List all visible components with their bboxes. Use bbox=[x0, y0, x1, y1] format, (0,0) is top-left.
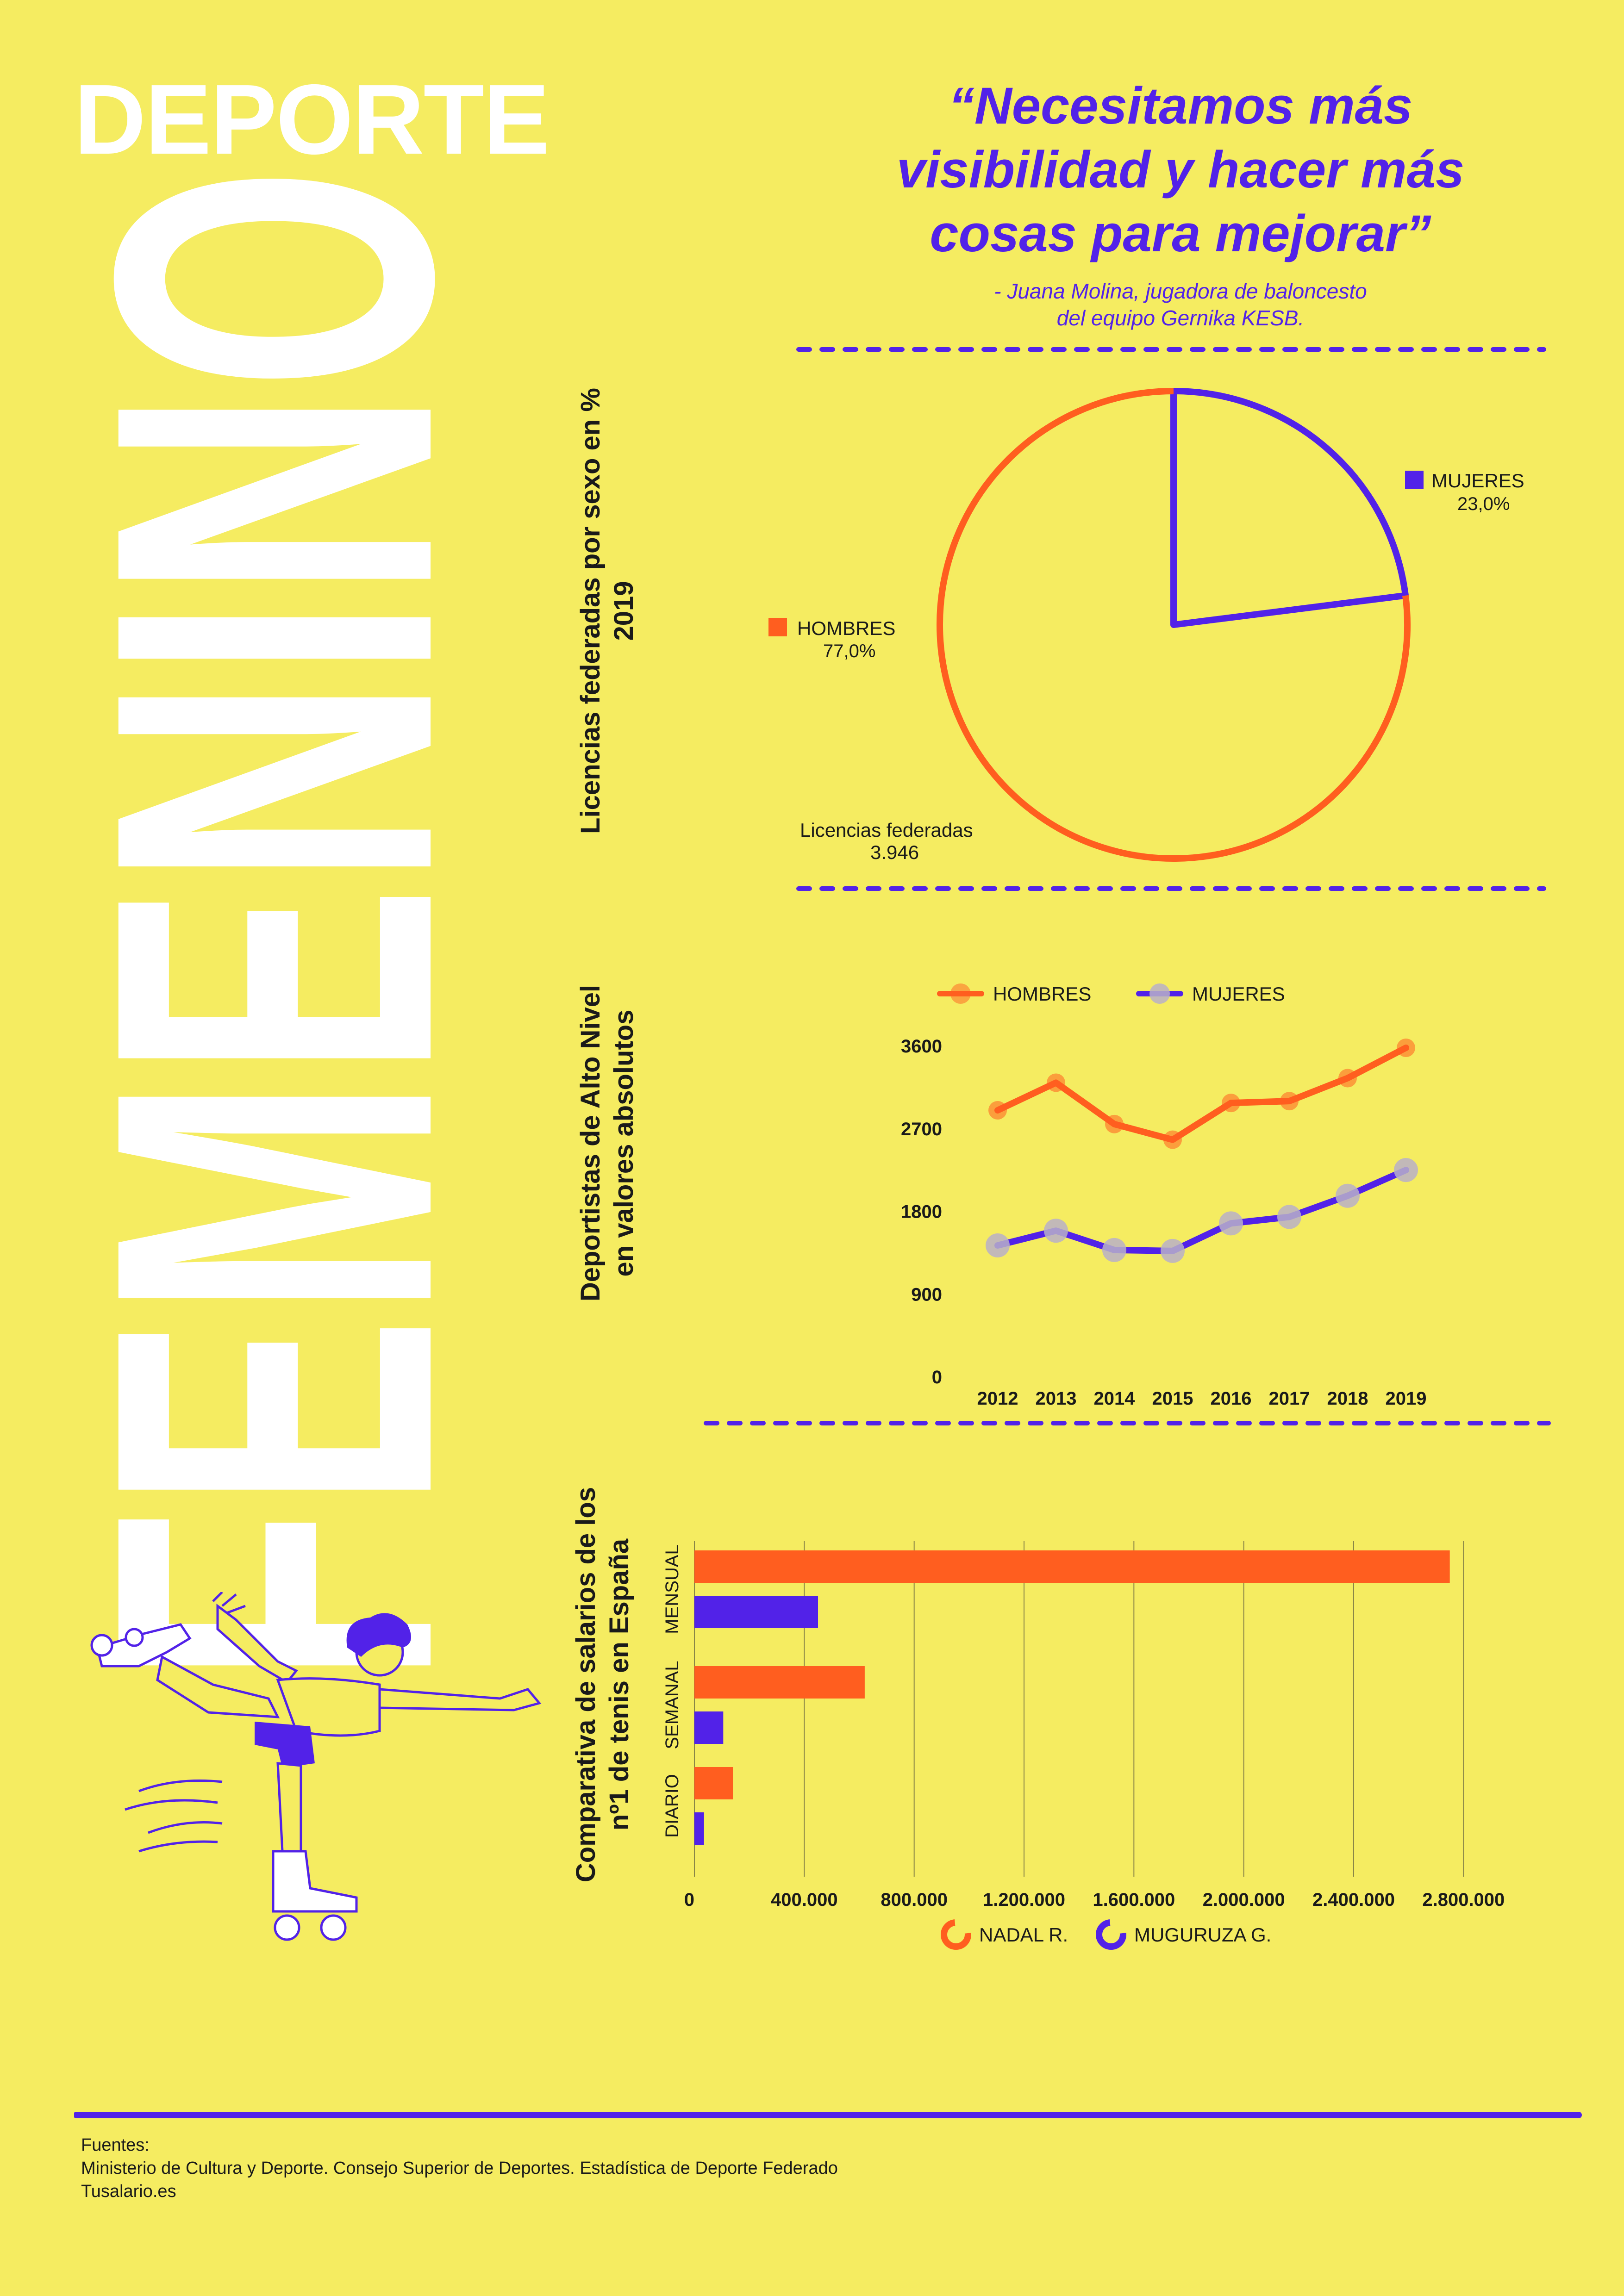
data-point-mujeres bbox=[1102, 1238, 1126, 1262]
bar-muguruzag-semanal bbox=[694, 1711, 724, 1744]
x-tick-label: 1.600.000 bbox=[1093, 1890, 1175, 1910]
bar-muguruzag-diario bbox=[694, 1812, 704, 1845]
category-label: SEMANAL bbox=[662, 1661, 682, 1749]
data-point-mujeres bbox=[1044, 1219, 1068, 1243]
pie-slice-mujeres bbox=[1170, 388, 1409, 628]
title-deporte: DEPORTE bbox=[74, 63, 550, 175]
line-chart: 0 900 1800 2700 3600 2012 2013 2014 2015 2016 2017… bbox=[901, 983, 1427, 1409]
legend-marker-mujeres bbox=[1149, 983, 1170, 1004]
pie-title-line2: 2019 bbox=[609, 581, 639, 641]
y-tick-label: 1800 bbox=[901, 1202, 942, 1222]
title-femenino: FEMENINO bbox=[69, 167, 440, 1685]
x-tick-label: 2018 bbox=[1327, 1388, 1368, 1409]
footer-divider bbox=[74, 2112, 1582, 2118]
sources-title: Fuentes: bbox=[81, 2135, 150, 2155]
roller-skater-illustration bbox=[90, 1592, 542, 1941]
pie-value-mujeres: 23,0% bbox=[1457, 494, 1510, 514]
data-point-mujeres bbox=[1336, 1183, 1360, 1208]
bar-chart: 0 400.000 800.000 1.200.000 1.600.000 2.000.0… bbox=[662, 1541, 1505, 1950]
bar-muguruzag-mensual bbox=[694, 1596, 818, 1628]
quote-author: - Juana Molina, jugadora de baloncesto d… bbox=[940, 278, 1421, 331]
pie-title-line1: Licencias federadas por sexo en % bbox=[575, 388, 606, 834]
x-tick-label: 1.200.000 bbox=[983, 1890, 1065, 1910]
legend-label-mujeres: MUJERES bbox=[1192, 983, 1285, 1005]
data-point-hombres bbox=[1047, 1073, 1065, 1092]
x-tick-label: 2019 bbox=[1386, 1388, 1427, 1409]
title-femenino-container: FEMENINO bbox=[20, 167, 527, 1685]
data-point-hombres bbox=[1338, 1069, 1357, 1088]
quote: “Necesitamos más visibilidad y hacer más… bbox=[896, 77, 1465, 262]
bar-title-line2: nº1 de tenis en España bbox=[604, 1538, 634, 1831]
quote-author-line1: - Juana Molina, jugadora de baloncesto bbox=[994, 279, 1367, 303]
x-tick-label: 2017 bbox=[1269, 1388, 1310, 1409]
x-tick-label: 2016 bbox=[1211, 1388, 1252, 1409]
x-tick-label: 400.000 bbox=[771, 1890, 838, 1910]
bar-title-line1: Comparativa de salarios de los bbox=[571, 1487, 601, 1883]
divider-2 bbox=[796, 886, 1546, 891]
quote-author-line2: del equipo Gernika KESB. bbox=[1056, 306, 1305, 330]
source-line-2: Tusalario.es bbox=[81, 2182, 176, 2201]
line-title-line2: en valores absolutos bbox=[609, 1009, 639, 1277]
pie-label-mujeres: MUJERES bbox=[1431, 470, 1524, 492]
pie-total-label: Licencias federadas bbox=[800, 819, 973, 841]
category-label: MENSUAL bbox=[662, 1544, 682, 1634]
pie-chart-title: Licencias federadas por sexo en % 2019 bbox=[574, 380, 641, 842]
y-tick-label: 0 bbox=[932, 1367, 942, 1388]
x-tick-label: 800.000 bbox=[881, 1890, 948, 1910]
data-point-mujeres bbox=[1219, 1211, 1243, 1236]
bar-nadalr-mensual bbox=[694, 1550, 1450, 1583]
x-tick-label: 0 bbox=[684, 1890, 694, 1910]
source-line-1: Ministerio de Cultura y Deporte. Consejo… bbox=[81, 2159, 838, 2178]
x-tick-label: 2.000.000 bbox=[1203, 1890, 1285, 1910]
divider-3 bbox=[704, 1421, 1551, 1425]
bar-chart-title: Comparativa de salarios de los nº1 de te… bbox=[569, 1476, 636, 1893]
data-point-mujeres bbox=[1394, 1158, 1418, 1182]
legend-label-hombres: HOMBRES bbox=[993, 983, 1091, 1005]
y-tick-label: 900 bbox=[911, 1284, 942, 1305]
bar-nadalr-diario bbox=[694, 1767, 733, 1799]
series-line-hombres bbox=[994, 1044, 1409, 1143]
pie-total-value: 3.946 bbox=[870, 841, 919, 863]
data-point-mujeres bbox=[1161, 1238, 1185, 1263]
x-tick-label: 2013 bbox=[1036, 1388, 1077, 1409]
legend-label-nadalr: NADAL R. bbox=[979, 1924, 1068, 1946]
bar-nadalr-semanal bbox=[694, 1666, 865, 1699]
x-tick-label: 2014 bbox=[1094, 1388, 1136, 1409]
legend-swatch-hombres bbox=[768, 618, 787, 636]
x-tick-label: 2015 bbox=[1152, 1388, 1193, 1409]
data-point-hombres bbox=[1163, 1130, 1182, 1149]
line-chart-title: Deportistas de Alto Nivel en valores abs… bbox=[574, 977, 641, 1310]
x-tick-label: 2.800.000 bbox=[1422, 1890, 1505, 1910]
y-tick-label: 3600 bbox=[901, 1036, 942, 1057]
x-tick-label: 2.400.000 bbox=[1312, 1890, 1395, 1910]
data-point-hombres bbox=[1105, 1114, 1124, 1133]
pie-label-hombres: HOMBRES bbox=[797, 617, 895, 639]
data-point-hombres bbox=[1222, 1094, 1240, 1113]
x-tick-label: 2012 bbox=[977, 1388, 1018, 1409]
y-tick-label: 2700 bbox=[901, 1119, 942, 1139]
legend-label-muguruzag: MUGURUZA G. bbox=[1134, 1924, 1271, 1946]
data-point-mujeres bbox=[986, 1233, 1010, 1257]
legend-marker-muguruzag bbox=[1096, 1919, 1126, 1950]
data-point-hombres bbox=[988, 1101, 1007, 1120]
legend-marker-nadalr bbox=[941, 1919, 971, 1950]
data-point-mujeres bbox=[1277, 1205, 1301, 1229]
title-femenino-svg: FEMENINO bbox=[20, 167, 527, 1685]
footer-sources: Fuentes: Ministerio de Cultura y Deporte… bbox=[81, 2134, 838, 2203]
data-point-hombres bbox=[1397, 1038, 1415, 1057]
data-point-hombres bbox=[1280, 1092, 1299, 1111]
category-label: DIARIO bbox=[662, 1774, 682, 1838]
pie-value-hombres: 77,0% bbox=[823, 641, 875, 661]
pie-slice-hombres bbox=[937, 388, 1411, 862]
legend-swatch-mujeres bbox=[1405, 471, 1424, 489]
divider-1 bbox=[796, 347, 1546, 352]
line-title-line1: Deportistas de Alto Nivel bbox=[575, 984, 606, 1302]
legend-marker-hombres bbox=[950, 983, 971, 1004]
